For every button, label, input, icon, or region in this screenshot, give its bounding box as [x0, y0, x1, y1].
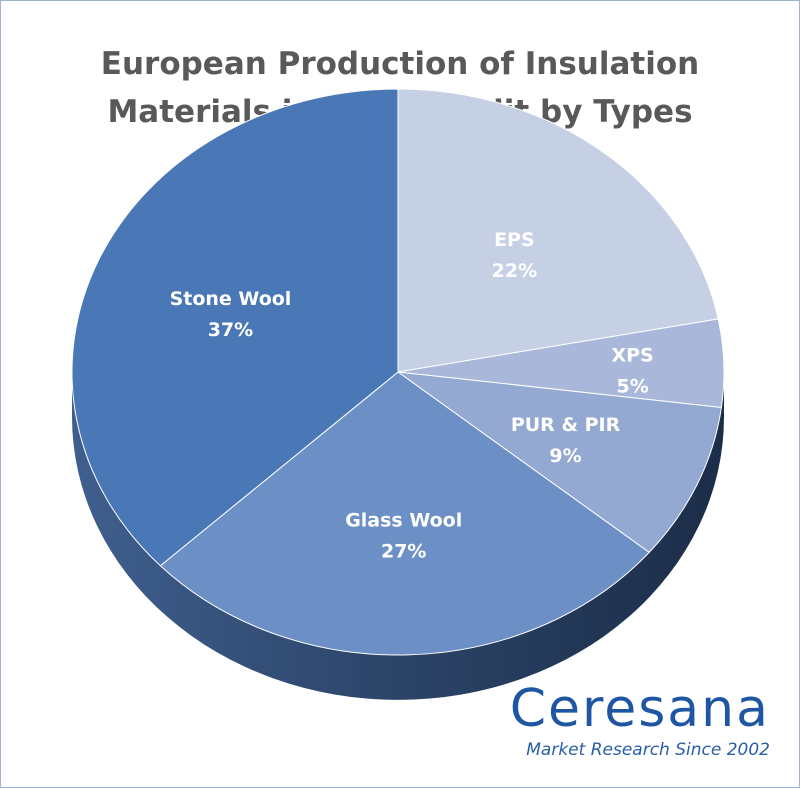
slice-label-eps: EPS 22% [492, 229, 537, 282]
brand-tagline: Market Research Since 2002 [526, 740, 770, 760]
slice-name-pur-pir: PUR & PIR [511, 414, 621, 436]
slice-label-pur-pir: PUR & PIR 9% [511, 414, 621, 467]
brand-name: Ceresana [509, 679, 770, 739]
slice-label-stone-wool: Stone Wool 37% [170, 288, 292, 341]
pie-slice-stone-wool [71, 88, 399, 567]
brand-logo: Ceresana Market Research Since 2002 [510, 680, 770, 760]
slice-label-xps: XPS 5% [611, 345, 653, 398]
slice-label-glass-wool: Glass Wool 27% [345, 509, 462, 562]
pie-side-wall [72, 372, 724, 700]
pie-slice-eps [397, 88, 719, 373]
slice-name-eps: EPS [494, 229, 535, 251]
slice-value-pur-pir: 9% [549, 445, 581, 467]
chart-title-line-1: European Production of Insulation [100, 46, 700, 82]
slice-name-glass-wool: Glass Wool [345, 509, 462, 531]
slice-value-stone-wool: 37% [208, 319, 253, 341]
pie-slice-pur-pir [396, 371, 722, 554]
pie-side [72, 372, 724, 700]
slice-name-stone-wool: Stone Wool [170, 288, 292, 310]
slice-name-xps: XPS [611, 345, 653, 367]
pie-slice-glass-wool [159, 371, 650, 656]
slice-value-xps: 5% [616, 376, 648, 398]
slice-value-glass-wool: 27% [381, 540, 426, 562]
slice-value-eps: 22% [492, 260, 537, 282]
